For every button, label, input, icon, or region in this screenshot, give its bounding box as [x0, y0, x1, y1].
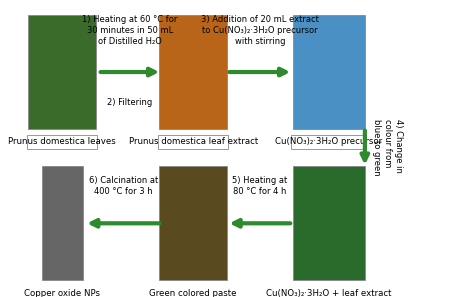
FancyBboxPatch shape	[27, 135, 98, 148]
FancyBboxPatch shape	[291, 287, 366, 297]
Text: 5) Heating at
80 °C for 4 h: 5) Heating at 80 °C for 4 h	[232, 176, 288, 196]
FancyBboxPatch shape	[159, 166, 227, 280]
FancyBboxPatch shape	[42, 166, 82, 280]
Text: Cu(NO₃)₂·3H₂O + leaf extract: Cu(NO₃)₂·3H₂O + leaf extract	[266, 289, 392, 297]
FancyBboxPatch shape	[159, 15, 227, 129]
Text: Prunus domestica leaf extract: Prunus domestica leaf extract	[128, 138, 258, 146]
FancyBboxPatch shape	[291, 135, 366, 148]
Text: Copper oxide NPs: Copper oxide NPs	[24, 289, 100, 297]
Text: 6) Calcination at
400 °C for 3 h: 6) Calcination at 400 °C for 3 h	[89, 176, 158, 196]
Text: Cu(NO₃)₂·3H₂O precursor: Cu(NO₃)₂·3H₂O precursor	[275, 138, 383, 146]
FancyBboxPatch shape	[158, 135, 228, 148]
Text: 3) Addition of 20 mL extract
to Cu(NO₃)₂·3H₂O precursor
with stirring: 3) Addition of 20 mL extract to Cu(NO₃)₂…	[201, 15, 319, 46]
FancyBboxPatch shape	[292, 15, 365, 129]
Text: 2) Filtering: 2) Filtering	[107, 98, 153, 107]
Text: Green colored paste: Green colored paste	[149, 289, 237, 297]
Text: 1) Heating at 60 °C for
30 minutes in 50 mL
of Distilled H₂O: 1) Heating at 60 °C for 30 minutes in 50…	[82, 15, 178, 46]
FancyBboxPatch shape	[158, 287, 228, 297]
Text: Prunus domestica leaves: Prunus domestica leaves	[8, 138, 116, 146]
FancyBboxPatch shape	[292, 166, 365, 280]
Text: 4) Change in
colour from
blue to green: 4) Change in colour from blue to green	[372, 119, 403, 176]
FancyBboxPatch shape	[40, 287, 84, 297]
FancyBboxPatch shape	[28, 15, 96, 129]
